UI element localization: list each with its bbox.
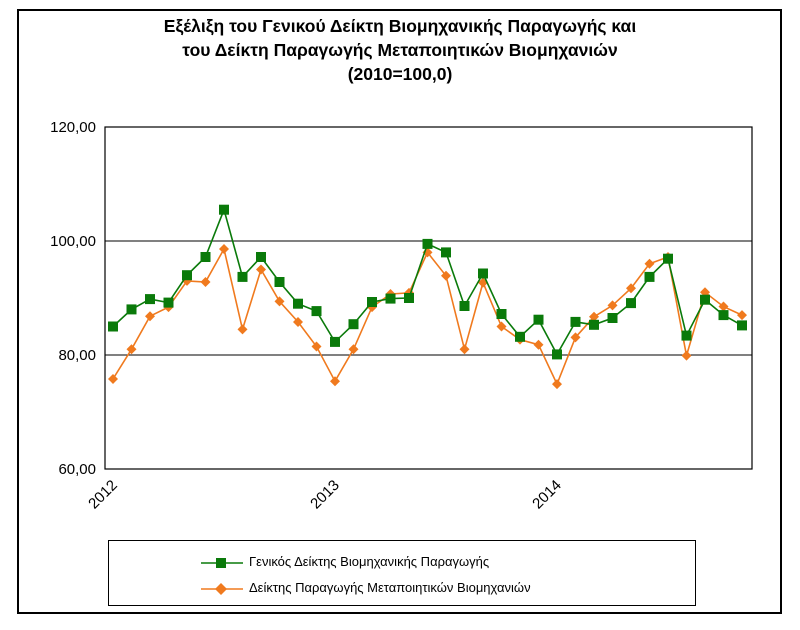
data-point-series-2: [126, 344, 137, 355]
data-point-series-2: [589, 311, 599, 322]
chart-title-line-2: του Δείκτη Παραγωγής Μεταποιητικών Βιομη…: [182, 40, 618, 60]
data-point-series-1: [515, 331, 525, 342]
y-tick-label: 120,00: [50, 119, 96, 136]
data-point-series-2: [256, 264, 266, 275]
data-point-series-2: [737, 310, 747, 321]
data-point-series-2: [145, 311, 155, 322]
data-point-series-1: [589, 319, 599, 330]
y-tick-label: 60,00: [58, 461, 96, 478]
data-point-series-2: [552, 379, 562, 390]
data-point-series-1: [274, 277, 285, 287]
data-point-series-1: [293, 298, 303, 309]
data-point-series-2: [441, 270, 451, 281]
data-point-series-1: [626, 298, 636, 309]
data-point-series-2: [718, 301, 729, 312]
plot-area: [104, 126, 753, 470]
legend-label-series-2: Δείκτης Παραγωγής Μεταποιητικών Βιομηχαν…: [249, 580, 531, 595]
data-point-series-2: [311, 341, 322, 352]
data-point-series-1: [348, 319, 359, 330]
data-point-series-1: [126, 304, 137, 315]
data-point-series-1: [570, 316, 581, 327]
data-point-series-1: [681, 330, 692, 341]
data-point-series-1: [441, 247, 451, 258]
y-axis-ticks: 120,00 100,00 80,00 60,00: [50, 119, 96, 478]
data-point-series-2: [108, 373, 118, 384]
data-point-series-1: [256, 252, 266, 262]
series-group: [108, 204, 747, 390]
chart-title: Εξέλιξη του Γενικού Δείκτη Βιομηχανικής …: [0, 14, 800, 86]
data-point-series-1: [367, 297, 377, 307]
data-point-series-1: [496, 309, 507, 319]
data-point-series-2: [348, 344, 359, 355]
data-point-series-1: [145, 294, 155, 305]
legend-label-series-1: Γενικός Δείκτης Βιομηχανικής Παραγωγής: [249, 554, 490, 569]
data-point-series-2: [533, 339, 544, 350]
legend-marker-diamond-icon: [201, 583, 243, 595]
data-point-series-2: [237, 324, 248, 335]
data-point-series-2: [200, 277, 211, 288]
data-point-series-1: [385, 293, 396, 304]
legend-item-series-2: Δείκτης Παραγωγής Μεταποιητικών Βιομηχαν…: [109, 579, 695, 599]
legend: Γενικός Δείκτης Βιομηχανικής Παραγωγής Δ…: [108, 540, 696, 606]
data-point-series-1: [718, 310, 729, 321]
data-point-series-1: [219, 204, 229, 215]
x-axis-ticks: 2012 2013 2014: [85, 477, 565, 513]
data-point-series-1: [459, 301, 470, 311]
data-point-series-2: [570, 332, 581, 343]
data-point-series-1: [404, 293, 414, 303]
chart-title-line-3: (2010=100,0): [347, 64, 453, 84]
data-point-series-1: [644, 271, 655, 282]
data-point-series-1: [108, 321, 118, 332]
data-point-series-1: [552, 349, 562, 360]
data-point-series-2: [607, 300, 618, 311]
data-point-series-1: [237, 271, 248, 282]
x-tick-label: 2013: [307, 477, 343, 513]
data-point-series-1: [163, 297, 174, 308]
data-point-series-2: [293, 316, 303, 327]
data-point-series-1: [182, 270, 192, 281]
data-point-series-1: [533, 314, 544, 325]
data-point-series-2: [459, 344, 470, 355]
data-point-series-1: [737, 320, 747, 331]
chart-title-line-1: Εξέλιξη του Γενικού Δείκτη Βιομηχανικής …: [163, 16, 637, 36]
data-point-series-1: [607, 313, 618, 323]
data-point-series-2: [681, 350, 692, 361]
data-point-series-1: [700, 294, 710, 305]
data-point-series-2: [219, 243, 229, 254]
data-point-series-2: [330, 376, 340, 387]
data-point-series-1: [330, 336, 340, 347]
data-point-series-1: [200, 252, 211, 262]
x-tick-label: 2014: [529, 477, 565, 513]
data-point-series-1: [311, 306, 322, 317]
x-tick-label: 2012: [85, 477, 121, 513]
data-point-series-2: [626, 283, 636, 294]
legend-marker-square-icon: [201, 558, 243, 568]
data-point-series-2: [274, 296, 285, 307]
data-point-series-2: [644, 258, 655, 269]
data-point-series-1: [422, 238, 433, 249]
data-point-series-1: [478, 268, 488, 279]
legend-item-series-1: Γενικός Δείκτης Βιομηχανικής Παραγωγής: [109, 553, 695, 573]
data-point-series-1: [663, 253, 673, 264]
y-tick-label: 100,00: [50, 233, 96, 250]
data-point-series-2: [496, 321, 507, 332]
y-tick-label: 80,00: [58, 347, 96, 364]
